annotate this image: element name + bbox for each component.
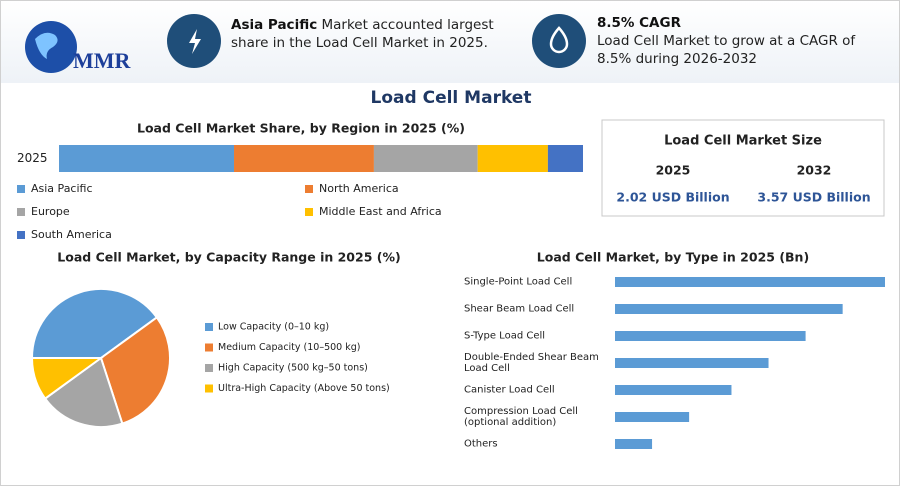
size-value: 3.57 USD Billion (757, 190, 870, 205)
bar-segment (477, 145, 548, 172)
highlight: 8.5% CAGR Load Cell Market to grow at a C… (597, 14, 887, 68)
category-label: Shear Beam Load Cell (464, 303, 575, 315)
legend-swatch (205, 384, 213, 393)
bar-segment (547, 145, 583, 172)
bar-segment (234, 145, 374, 172)
size-year: 2032 (797, 163, 832, 178)
size-year: 2025 (656, 163, 691, 178)
legend-label: Ultra-High Capacity (Above 50 tons) (218, 383, 390, 394)
category-label: 2025 (17, 151, 48, 165)
legend-label: South America (31, 228, 112, 241)
page-title: Load Cell Market (371, 88, 532, 108)
bar-segment (59, 145, 235, 172)
pie-slice (43, 356, 124, 428)
size-title: Load Cell Market Size (664, 134, 822, 149)
legend-label: High Capacity (500 kg–50 tons) (218, 363, 368, 374)
highlight: Asia Pacific Market accounted largest sh… (231, 16, 526, 52)
legend-swatch (17, 208, 25, 216)
bar (615, 304, 843, 314)
pie-slice (30, 357, 105, 400)
pie-slice (99, 316, 171, 425)
category-label: Compression Load Cell (optional addition… (464, 406, 578, 428)
legend-label: Low Capacity (0–10 kg) (218, 322, 329, 333)
legend-swatch (17, 231, 25, 239)
category-label: Others (464, 438, 498, 450)
category-label: S-Type Load Cell (464, 330, 546, 342)
legend-swatch (17, 185, 25, 193)
bar (615, 439, 653, 449)
legend-label: North America (319, 182, 399, 195)
chart-title: Load Cell Market, by Capacity Range in 2… (57, 250, 400, 265)
legend-swatch (205, 343, 213, 352)
bar (615, 385, 732, 395)
chart-title: Load Cell Market Share, by Region in 202… (137, 121, 465, 136)
size-value: 2.02 USD Billion (616, 190, 729, 205)
bar (615, 331, 806, 341)
legend-label: Europe (31, 205, 70, 218)
legend-label: Medium Capacity (10–500 kg) (218, 342, 360, 353)
icon (532, 14, 586, 68)
bar-segment (373, 145, 478, 172)
highlight-text: Market accounted largest share in the Lo… (231, 17, 494, 51)
category-label: Single-Point Load Cell (464, 276, 573, 288)
category-label: Double-Ended Shear Beam Load Cell (464, 352, 599, 374)
bar (615, 277, 885, 287)
highlight-text: Load Cell Market to grow at a CAGR of 8.… (597, 33, 856, 67)
logo-land (35, 32, 58, 59)
legend-swatch (205, 323, 213, 331)
bar (615, 358, 769, 368)
highlight-title: Asia Pacific (231, 17, 318, 33)
category-label: Canister Load Cell (464, 384, 555, 396)
chart-title: Load Cell Market, by Type in 2025 (Bn) (537, 250, 809, 265)
legend-swatch (305, 208, 313, 216)
legend-label: Asia Pacific (31, 182, 93, 195)
pie-slice (30, 288, 159, 359)
legend-label: Middle East and Africa (319, 205, 442, 218)
bar (615, 412, 690, 422)
legend-swatch (305, 185, 313, 193)
size-box (601, 119, 885, 217)
logo-text: MMR (73, 48, 132, 73)
legend-swatch (205, 364, 213, 372)
highlight-title: 8.5% CAGR (597, 15, 681, 31)
drop-icon (549, 26, 569, 54)
bolt-icon (189, 29, 201, 54)
header-band (1, 1, 899, 83)
